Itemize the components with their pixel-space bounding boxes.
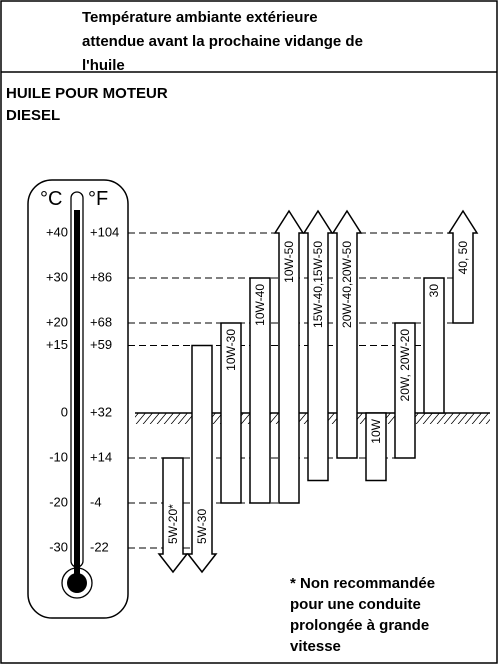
celsius-tick-label: +30 <box>46 269 68 284</box>
section-title: HUILE POUR MOTEUR <box>6 85 168 102</box>
celsius-tick-label: +40 <box>46 224 68 239</box>
celsius-tick-label: 0 <box>61 404 68 419</box>
oil-label: 20W, 20W-20 <box>398 329 412 402</box>
fahrenheit-tick-label: +59 <box>90 337 112 352</box>
header-title: l'huile <box>82 57 125 74</box>
fahrenheit-tick-label: +32 <box>90 404 112 419</box>
fahrenheit-tick-label: +86 <box>90 269 112 284</box>
header-title: attendue avant la prochaine vidange de <box>82 33 363 50</box>
footnote: * Non recommandée <box>290 575 435 592</box>
fahrenheit-tick-label: +14 <box>90 449 112 464</box>
fahrenheit-unit: °F <box>88 188 108 210</box>
oil-label: 5W-30 <box>195 509 209 544</box>
oil-label: 10W-40 <box>253 284 267 326</box>
oil-label: 10W <box>369 418 383 443</box>
section-title: DIESEL <box>6 107 60 124</box>
celsius-tick-label: -30 <box>49 539 68 554</box>
celsius-unit: °C <box>40 188 62 210</box>
celsius-tick-label: +15 <box>46 337 68 352</box>
fahrenheit-tick-label: +68 <box>90 314 112 329</box>
oil-label: 40, 50 <box>456 241 470 275</box>
footnote: pour une conduite <box>290 596 421 613</box>
fahrenheit-tick-label: -22 <box>90 539 109 554</box>
celsius-tick-label: +20 <box>46 314 68 329</box>
footnote: prolongée à grande <box>290 617 429 634</box>
oil-chart: °C °F 5W-20*5W-3010W-3010W-4010W-5015W-4… <box>0 0 499 664</box>
celsius-tick-label: -20 <box>49 494 68 509</box>
header-title: Température ambiante extérieure <box>82 9 318 26</box>
oil-label: 30 <box>427 284 441 298</box>
oil-label: 5W-20* <box>166 504 180 544</box>
oil-label: 15W-40,15W-50 <box>311 241 325 328</box>
mercury <box>74 210 80 580</box>
mercury-bulb <box>67 573 87 593</box>
fahrenheit-tick-label: -4 <box>90 494 102 509</box>
oil-label: 20W-40,20W-50 <box>340 241 354 328</box>
celsius-tick-label: -10 <box>49 449 68 464</box>
oil-label: 10W-30 <box>224 329 238 371</box>
oil-label: 10W-50 <box>282 241 296 283</box>
footnote: vitesse <box>290 638 341 655</box>
fahrenheit-tick-label: +104 <box>90 224 119 239</box>
